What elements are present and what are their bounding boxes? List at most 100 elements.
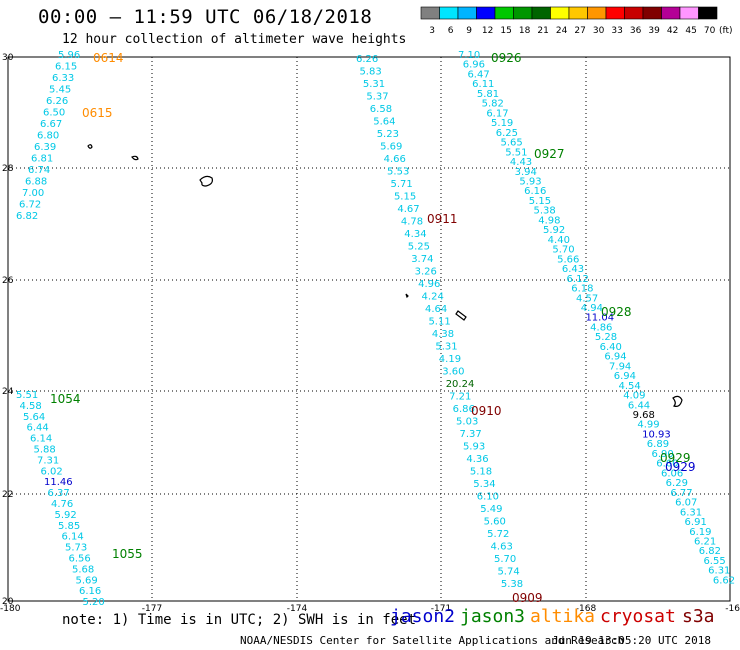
wave-height-label: 7.37 <box>460 429 482 440</box>
pass-label: 0929 <box>665 460 696 474</box>
x-tick-label: -177 <box>142 604 162 614</box>
island-outline <box>405 293 409 299</box>
pass-label: 0909 <box>512 591 543 605</box>
wave-height-label: 6.58 <box>370 104 392 115</box>
wave-height-label: 5.51 <box>505 147 527 158</box>
wave-height-label: 6.82 <box>699 546 721 557</box>
wave-height-label: 3.26 <box>415 267 437 278</box>
legend-s3a: s3a <box>682 606 715 627</box>
wave-height-label: 4.96 <box>418 279 440 290</box>
wave-height-label: 5.11 <box>428 317 450 328</box>
wave-height-label: 7.31 <box>37 455 59 466</box>
wave-height-label: 5.74 <box>497 567 519 578</box>
pass-label: 0928 <box>601 305 632 319</box>
chart-title: 00:00 – 11:59 UTC 06/18/2018 <box>38 6 373 28</box>
wave-height-label: 6.25 <box>496 128 518 139</box>
wave-height-label: 6.86 <box>453 404 475 415</box>
colorbar-label: 42 <box>667 26 678 36</box>
colorbar-label: 3 <box>429 26 435 36</box>
wave-height-label: 6.82 <box>16 211 38 222</box>
wave-height-label: 5.51 <box>16 390 38 401</box>
wave-height-label: 5.15 <box>529 196 551 207</box>
wave-height-label: 5.65 <box>500 138 522 149</box>
colorbar-label: 18 <box>519 26 531 36</box>
wave-height-label: 6.90 <box>652 449 674 460</box>
wave-height-label: 5.38 <box>501 579 523 590</box>
wave-height-label: 4.66 <box>384 154 406 165</box>
wave-height-label: 4.09 <box>623 391 645 402</box>
x-tick-label: -171 <box>431 604 451 614</box>
wave-height-label: 4.67 <box>397 204 419 215</box>
wave-height-label: 5.03 <box>456 417 478 428</box>
chart-subtitle: 12 hour collection of altimeter wave hei… <box>62 32 407 47</box>
wave-height-label: 5.49 <box>480 504 502 515</box>
wave-height-label: 3.74 <box>411 254 433 265</box>
wave-height-label: 6.14 <box>62 532 84 543</box>
pass-label: 1055 <box>112 547 143 561</box>
wave-height-label: 4.40 <box>548 235 570 246</box>
wave-height-label: 6.80 <box>37 131 59 142</box>
wave-height-label: 4.38 <box>432 329 454 340</box>
wave-height-label: 6.50 <box>43 108 65 119</box>
wave-height-label: 7.21 <box>449 392 471 403</box>
wave-height-label: 5.20 <box>83 597 105 608</box>
y-tick-label: 24 <box>2 387 14 397</box>
wave-height-label: 5.37 <box>366 92 388 103</box>
wave-height-label: 6.33 <box>52 73 74 84</box>
wave-height-label: 10.93 <box>642 429 671 440</box>
wave-height-label: 5.31 <box>435 342 457 353</box>
y-tick-label: 22 <box>2 490 13 500</box>
pass-label: 0926 <box>491 51 522 65</box>
wave-height-label: 4.36 <box>466 454 488 465</box>
wave-height-label: 6.26 <box>356 54 378 65</box>
legend-jason2: jason2 <box>390 606 456 627</box>
wave-height-label: 5.72 <box>487 529 509 540</box>
y-tick-label: 28 <box>2 164 14 174</box>
legend-note: note: 1) Time is in UTC; 2) SWH is in fe… <box>62 612 417 628</box>
wave-height-label: 5.28 <box>595 332 617 343</box>
island-outline <box>131 155 139 161</box>
wave-height-label: 7.94 <box>609 361 631 372</box>
wave-height-label: 4.99 <box>637 420 659 431</box>
wave-height-label: 6.39 <box>34 142 56 153</box>
wave-height-label: 4.54 <box>618 381 640 392</box>
wave-height-label: 6.47 <box>467 69 489 80</box>
wave-height-label: 7.00 <box>22 188 44 199</box>
plot-frame <box>7 56 731 602</box>
wave-height-label: 5.69 <box>380 142 402 153</box>
wave-height-label: 6.91 <box>685 517 707 528</box>
wave-height-label: 6.37 <box>48 488 70 499</box>
wave-height-label: 5.64 <box>23 412 45 423</box>
pass-label: 0929 <box>660 451 691 465</box>
colorbar-label: 30 <box>593 26 605 36</box>
wave-height-label: 5.34 <box>473 479 495 490</box>
wave-height-label: 5.93 <box>463 442 485 453</box>
colorbar-label: 70 <box>704 26 716 36</box>
island-outline <box>672 395 683 407</box>
pass-label: 0614 <box>93 51 124 65</box>
wave-height-label: 6.55 <box>703 556 725 567</box>
y-tick-label: 26 <box>2 276 14 286</box>
wave-height-label: 6.17 <box>486 108 508 119</box>
wave-height-label: 5.38 <box>534 206 556 217</box>
wave-height-label: 6.12 <box>567 274 589 285</box>
island-outline <box>87 144 93 149</box>
wave-height-label: 6.60 <box>656 459 678 470</box>
wave-height-label: 3.60 <box>442 367 464 378</box>
colorbar-label: 45 <box>685 26 696 36</box>
wave-height-label: 6.77 <box>670 488 692 499</box>
colorbar-label: 6 <box>448 26 454 36</box>
wave-height-label: 11.04 <box>585 313 614 324</box>
wave-height-label: 6.15 <box>55 62 77 73</box>
wave-height-label: 5.15 <box>394 192 416 203</box>
wave-height-label: 5.25 <box>408 242 430 253</box>
wave-height-label: 6.72 <box>19 200 41 211</box>
wave-height-label: 6.11 <box>472 79 494 90</box>
legend-cryosat: cryosat <box>600 606 676 627</box>
wave-height-label: 6.56 <box>69 554 91 565</box>
wave-height-label: 4.58 <box>20 401 42 412</box>
colorbar-label: 24 <box>556 26 568 36</box>
wave-height-label: 5.81 <box>477 89 499 100</box>
y-tick-label: 30 <box>2 53 14 63</box>
